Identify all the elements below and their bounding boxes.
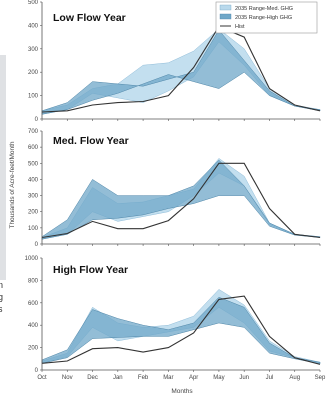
- y-tick-label: 1000: [25, 256, 39, 262]
- hist-line: [41, 25, 321, 113]
- y-tick-label: 600: [28, 145, 39, 151]
- left-edge-strip: [0, 55, 6, 280]
- y-tick-label: 600: [28, 301, 39, 307]
- y-tick-label: 500: [28, 0, 39, 6]
- y-tick-label: 400: [28, 323, 39, 329]
- x-axis-title: Months: [171, 388, 193, 395]
- y-tick-label: 0: [35, 117, 39, 123]
- x-tick-label: Nov: [62, 375, 73, 381]
- x-tick-label: Jul: [266, 375, 274, 381]
- x-tick-label: Feb: [138, 375, 149, 381]
- edge-glyph-3: s: [0, 304, 3, 314]
- y-tick-label: 100: [28, 226, 39, 232]
- x-tick-label: Sep: [315, 375, 326, 381]
- y-tick-label: 200: [28, 210, 39, 216]
- legend-label-high: 2035 Range-High GHG: [235, 15, 292, 21]
- hist-line: [41, 295, 321, 365]
- y-tick-label: 700: [28, 129, 39, 135]
- panel-title: High Flow Year: [53, 264, 128, 276]
- panel-med-flow-year: 0 100 200 300 400 500 600 700 Med. Flow Year: [28, 129, 321, 248]
- x-tick-label: Dec: [87, 375, 98, 381]
- range-band-high-ghg: [41, 159, 321, 240]
- x-tick-label: Jun: [239, 375, 249, 381]
- y-tick-label: 400: [28, 23, 39, 29]
- y-tick-label: 800: [28, 278, 39, 284]
- legend-swatch-high: [219, 13, 232, 20]
- x-tick-label: Jan: [113, 375, 123, 381]
- y-tick-label: 500: [28, 161, 39, 167]
- panel-low-flow-year: 0 100 200 300 400 500 Low Flow Year 2035 Rang…: [28, 0, 321, 123]
- y-tick-label: 100: [28, 94, 39, 100]
- y-tick-label: 0: [35, 242, 39, 248]
- y-tick-label: 300: [28, 47, 39, 53]
- y-tick-label: 300: [28, 194, 39, 200]
- legend-box: [215, 1, 318, 34]
- x-tick-label: May: [213, 375, 224, 381]
- x-tick-label: Apr: [189, 375, 198, 381]
- panel-high-flow-year: 0 200 400 600 800 1000 Oct Nov Dec Jan Feb Mar Apr Ma…: [25, 256, 326, 395]
- legend-label-med: 2035 Range-Med. GHG: [235, 6, 293, 12]
- x-tick-label: Mar: [163, 375, 173, 381]
- legend-label-hist: Hist: [235, 24, 245, 30]
- y-tick-label: 200: [28, 346, 39, 352]
- edge-glyph-2: g: [0, 292, 3, 302]
- y-tick-label: 400: [28, 177, 39, 183]
- legend-swatch-med: [219, 4, 232, 11]
- hist-line: [41, 162, 321, 239]
- y-tick-label: 200: [28, 70, 39, 76]
- edge-glyph-1: n: [0, 280, 3, 290]
- y-tick-label: 0: [35, 368, 39, 374]
- range-band-high-ghg: [41, 296, 321, 365]
- legend: 2035 Range-Med. GHG 2035 Range-High GHG …: [215, 1, 318, 34]
- x-tick-label: Oct: [37, 375, 47, 381]
- panel-title: Med. Flow Year: [53, 135, 129, 147]
- x-tick-label: Aug: [289, 375, 300, 381]
- y-axis-title: Thousands of Acre-feet/Month: [9, 141, 16, 228]
- panel-title: Low Flow Year: [53, 12, 126, 24]
